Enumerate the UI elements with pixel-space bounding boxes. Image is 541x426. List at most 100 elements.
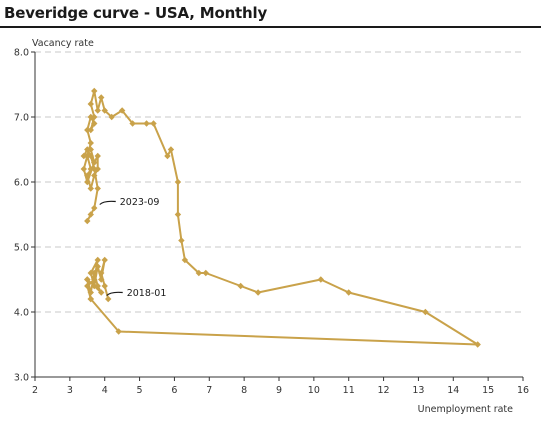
data-point [101, 282, 108, 290]
data-point [87, 165, 94, 173]
data-point [94, 256, 101, 264]
data-point [87, 146, 94, 153]
data-point [94, 282, 101, 290]
gridlines [35, 51, 523, 313]
x-tick-label: 8 [241, 385, 247, 396]
x-tick-label: 4 [102, 385, 108, 396]
data-point [94, 107, 101, 114]
data-point [129, 120, 136, 127]
x-tick-label: 14 [447, 385, 459, 396]
data-point [164, 152, 171, 160]
data-point [91, 269, 98, 277]
data-point [174, 211, 182, 218]
x-tick-label: 10 [308, 385, 320, 396]
data-point [94, 263, 101, 270]
data-point [87, 139, 94, 147]
data-point [87, 126, 94, 134]
data-point [87, 152, 94, 160]
x-tick-label: 6 [171, 385, 177, 396]
data-point [94, 165, 101, 173]
data-point [98, 269, 105, 277]
data-point [174, 178, 182, 186]
y-tick-label: 7.0 [14, 113, 29, 124]
chart-title: Beveridge curve - USA, Monthly [4, 4, 268, 22]
data-point [474, 341, 481, 348]
x-tick-label: 7 [206, 385, 212, 396]
data-point [105, 295, 112, 303]
data-point [237, 282, 244, 290]
x-tick-label: 11 [343, 385, 355, 396]
data-point [91, 165, 98, 173]
data-point [84, 217, 91, 225]
annotation-label: 2023-09 [120, 197, 160, 208]
data-point [202, 269, 209, 277]
data-point [91, 113, 98, 121]
data-point [87, 269, 94, 277]
data-point [108, 113, 115, 121]
annotations: 2023-09 2018-01 [99, 197, 167, 299]
data-point [87, 295, 94, 303]
data-point [84, 178, 91, 186]
y-tick-label: 5.0 [14, 243, 29, 254]
data-point [317, 276, 325, 283]
data-point [84, 152, 91, 160]
data-point [87, 100, 94, 108]
data-point [94, 152, 101, 160]
data-point [94, 185, 101, 192]
data-point [91, 276, 98, 283]
data-point [91, 204, 98, 212]
y-axis-label: Vacancy rate [32, 38, 94, 49]
data-point [143, 120, 150, 127]
data-point [167, 146, 175, 153]
data-point [98, 289, 105, 296]
data-point [87, 185, 94, 192]
y-tick-label: 8.0 [14, 48, 29, 59]
data-point [84, 282, 91, 290]
data-point [118, 107, 126, 114]
data-point [84, 146, 91, 153]
series-line [82, 90, 479, 346]
data-point [87, 289, 94, 296]
tick-labels: 2 3 4 5 6 7 8 9 10 11 12 13 14 15 16 3.0 4.0 5.0 6.0 7.0 8.0 [14, 48, 529, 397]
data-point [98, 94, 105, 101]
data-point [98, 276, 105, 283]
annotation-label: 2018-01 [127, 288, 167, 299]
x-tick-label: 13 [412, 385, 424, 396]
annotation-leader [106, 291, 123, 296]
x-tick-label: 16 [517, 385, 529, 396]
data-point [91, 159, 98, 166]
x-tick-label: 3 [67, 385, 73, 396]
data-point [422, 308, 429, 316]
data-point [195, 269, 203, 277]
x-tick-label: 2 [32, 385, 38, 396]
data-point [101, 256, 108, 264]
y-tick-label: 6.0 [14, 178, 29, 189]
data-point [87, 113, 94, 121]
data-point [91, 120, 98, 127]
data-point [101, 107, 108, 114]
x-axis-label: Unemployment rate [418, 404, 513, 415]
data-point [150, 120, 157, 127]
data-point [91, 172, 98, 179]
data-point [80, 152, 87, 160]
title-divider [0, 26, 541, 28]
data-point [84, 126, 91, 134]
data-point [91, 87, 98, 95]
y-tick-label: 3.0 [14, 373, 29, 384]
data-point [91, 282, 98, 290]
x-tick-label: 15 [482, 385, 494, 396]
data-point [87, 211, 94, 218]
data-point [84, 276, 91, 283]
x-tick-label: 5 [137, 385, 143, 396]
data-point [181, 256, 189, 264]
data-point [345, 289, 352, 296]
data-point [80, 165, 87, 173]
y-tick-label: 4.0 [14, 308, 29, 319]
data-point [84, 172, 91, 179]
data-point [254, 289, 262, 296]
data-points [80, 87, 481, 348]
x-tick-label: 12 [378, 385, 390, 396]
series-path [82, 90, 479, 346]
data-point [178, 237, 185, 244]
